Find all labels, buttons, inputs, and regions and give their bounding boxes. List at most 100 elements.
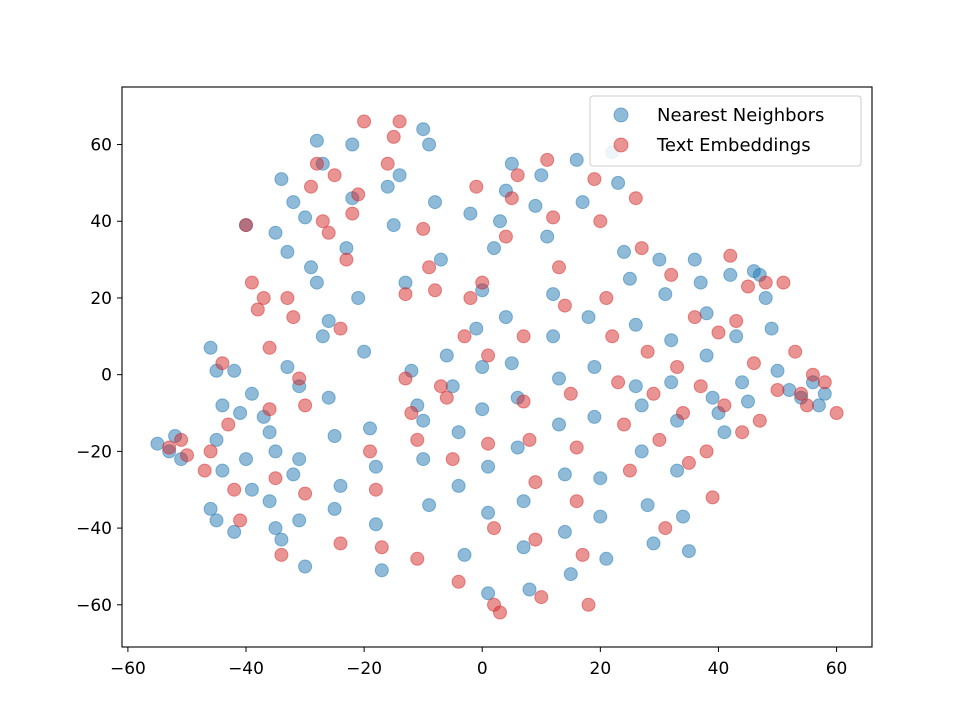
text-embeddings-point	[711, 325, 726, 340]
text-embeddings-point	[510, 168, 525, 183]
nearest-neighbors-point	[599, 551, 614, 566]
text-embeddings-point	[676, 406, 690, 420]
nearest-neighbors-point	[416, 122, 431, 137]
nearest-neighbors-point	[286, 195, 301, 210]
text-embeddings-point	[605, 329, 620, 344]
text-embeddings-point	[410, 551, 425, 566]
nearest-neighbors-point	[463, 206, 478, 221]
nearest-neighbors-point	[628, 317, 643, 332]
text-embeddings-point	[392, 114, 407, 129]
text-embeddings-point	[203, 444, 218, 459]
nearest-neighbors-point	[481, 505, 496, 520]
nearest-neighbors-point	[262, 425, 277, 440]
text-embeddings-point	[428, 283, 442, 298]
text-embeddings-point	[681, 455, 696, 470]
text-embeddings-point	[298, 398, 313, 413]
nearest-neighbors-point	[516, 494, 531, 509]
text-embeddings-point	[587, 172, 602, 187]
nearest-neighbors-point	[268, 521, 283, 536]
nearest-neighbors-point	[422, 137, 437, 152]
nearest-neighbors-point	[640, 498, 655, 513]
text-embeddings-point	[469, 179, 484, 194]
text-embeddings-point	[552, 260, 566, 275]
text-embeddings-point	[457, 329, 472, 344]
nearest-neighbors-point	[203, 340, 218, 355]
text-embeddings-point	[309, 156, 324, 171]
text-embeddings-point	[504, 191, 519, 206]
text-embeddings-point	[239, 218, 253, 233]
nearest-neighbors-point	[552, 371, 566, 386]
text-embeddings-point	[174, 432, 189, 447]
text-embeddings-point	[445, 452, 460, 467]
text-embeddings-point	[333, 536, 348, 551]
y-tick-label: 40	[90, 212, 112, 232]
y-tick-label: −20	[76, 442, 112, 462]
text-embeddings-point	[693, 379, 708, 394]
nearest-neighbors-point	[481, 586, 496, 601]
text-embeddings-point	[416, 221, 431, 236]
nearest-neighbors-point	[652, 252, 667, 267]
text-embeddings-point	[404, 406, 419, 420]
nearest-neighbors-point	[587, 409, 602, 424]
nearest-neighbors-point	[215, 398, 230, 413]
nearest-neighbors-point	[557, 467, 572, 482]
text-embeddings-point	[380, 156, 395, 171]
text-embeddings-point	[652, 432, 667, 447]
nearest-neighbors-point	[244, 386, 259, 401]
text-embeddings-point	[298, 486, 313, 501]
nearest-neighbors-point	[540, 229, 555, 244]
text-embeddings-point	[788, 344, 803, 359]
nearest-neighbors-point	[699, 348, 714, 363]
nearest-neighbors-point	[687, 252, 702, 267]
text-embeddings-point	[628, 191, 643, 206]
nearest-neighbors-point	[546, 329, 561, 344]
text-embeddings-point	[729, 314, 744, 328]
nearest-neighbors-point	[670, 463, 685, 478]
text-embeddings-point	[481, 436, 496, 451]
text-embeddings-point	[569, 440, 584, 455]
text-embeddings-point	[386, 129, 401, 144]
text-embeddings-point	[374, 540, 389, 555]
nearest-neighbors-point	[593, 509, 608, 524]
text-embeddings-point	[363, 444, 377, 459]
text-embeddings-point	[735, 425, 750, 440]
nearest-neighbors-point	[557, 524, 572, 539]
nearest-neighbors-point	[534, 168, 549, 183]
text-embeddings-point	[534, 590, 549, 605]
nearest-neighbors-point	[345, 137, 360, 152]
text-embeddings-point	[687, 310, 702, 325]
text-embeddings-point	[180, 448, 194, 463]
text-embeddings-point	[817, 375, 832, 390]
text-embeddings-point	[262, 402, 277, 417]
text-embeddings-point	[516, 394, 531, 409]
nearest-neighbors-point	[646, 536, 661, 551]
nearest-neighbors-point	[504, 156, 519, 171]
legend-marker-text-embeddings	[613, 137, 629, 153]
nearest-neighbors-point	[811, 398, 826, 413]
legend-box	[589, 95, 862, 167]
nearest-neighbors-point	[321, 390, 336, 405]
text-embeddings-point	[162, 440, 177, 455]
nearest-neighbors-point	[327, 429, 342, 443]
nearest-neighbors-point	[699, 306, 714, 321]
nearest-neighbors-point	[528, 198, 543, 213]
nearest-neighbors-point	[428, 195, 442, 210]
text-embeddings-point	[197, 463, 212, 478]
nearest-neighbors-point	[504, 356, 519, 371]
text-embeddings-point	[522, 432, 537, 447]
y-axis: −60 −40 −20 0 20 40 60	[76, 136, 122, 616]
nearest-neighbors-point	[705, 390, 720, 405]
text-embeddings-point	[410, 432, 425, 447]
nearest-neighbors-point	[451, 425, 466, 440]
text-embeddings-point	[274, 547, 289, 562]
points-layer	[150, 114, 844, 620]
text-embeddings-point	[368, 482, 383, 497]
nearest-neighbors-point	[664, 333, 679, 348]
nearest-neighbors-point	[569, 152, 584, 167]
text-embeddings-point	[646, 386, 661, 401]
text-embeddings-point	[227, 482, 242, 497]
nearest-neighbors-point	[286, 467, 301, 482]
nearest-neighbors-point	[634, 444, 649, 459]
text-embeddings-point	[557, 298, 572, 313]
